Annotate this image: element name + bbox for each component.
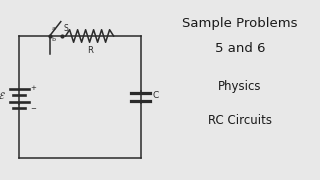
Text: −: − bbox=[31, 106, 36, 112]
Text: Physics: Physics bbox=[218, 80, 262, 93]
Text: S: S bbox=[64, 24, 69, 33]
Text: +: + bbox=[31, 85, 36, 91]
Text: a: a bbox=[51, 26, 55, 31]
Text: Sample Problems: Sample Problems bbox=[182, 17, 298, 30]
Text: $\mathcal{E}$: $\mathcal{E}$ bbox=[0, 90, 5, 101]
Text: 5 and 6: 5 and 6 bbox=[215, 42, 265, 55]
Text: RC Circuits: RC Circuits bbox=[208, 114, 272, 127]
Text: b: b bbox=[51, 37, 55, 42]
Text: C: C bbox=[153, 91, 159, 100]
Text: R: R bbox=[87, 46, 92, 55]
